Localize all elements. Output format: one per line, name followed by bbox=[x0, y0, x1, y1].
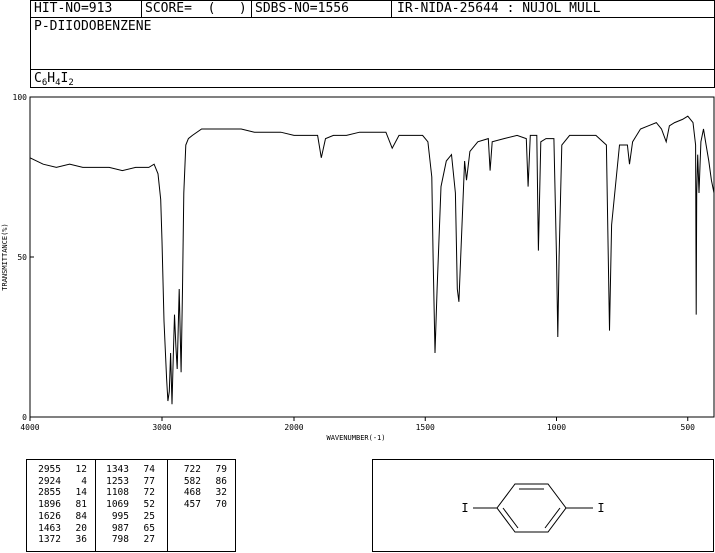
peak-row: 468 32 bbox=[169, 487, 227, 499]
peak-row: 1343 74 bbox=[97, 464, 155, 476]
x-tick-label: 500 bbox=[681, 423, 696, 432]
peak-column: 2955 12 2924 4 2855 14 1896 81 1626 84 1463 20 1372 3… bbox=[29, 464, 87, 546]
header-separator bbox=[141, 1, 142, 17]
y-axis-ticks: 0 50 100 bbox=[13, 93, 34, 422]
peak-transmittance: 36 bbox=[75, 534, 87, 546]
x-tick-label: 1000 bbox=[547, 423, 566, 432]
peak-wavenumber: 2855 bbox=[38, 487, 61, 499]
peak-wavenumber: 1626 bbox=[38, 510, 61, 522]
peak-transmittance: 27 bbox=[143, 534, 155, 546]
molecule-structure: I I bbox=[461, 483, 605, 533]
double-bond bbox=[544, 507, 561, 529]
y-axis-label: TRANSMITTANCE(%) bbox=[1, 223, 9, 290]
peak-row: 1626 84 bbox=[29, 511, 87, 523]
peak-transmittance: 32 bbox=[215, 487, 227, 499]
peak-wavenumber: 2924 bbox=[38, 475, 61, 487]
peak-table: 2955 12 2924 4 2855 14 1896 81 1626 84 1463 20 1372 3… bbox=[26, 459, 236, 552]
y-tick-label: 50 bbox=[17, 253, 27, 262]
peak-wavenumber: 582 bbox=[183, 475, 201, 487]
peak-wavenumber: 1372 bbox=[38, 534, 61, 546]
peak-transmittance: 79 bbox=[215, 464, 227, 475]
peak-wavenumber: 722 bbox=[183, 464, 201, 475]
iodine-atom-left: I bbox=[461, 501, 468, 515]
peak-row: 798 27 bbox=[97, 534, 155, 546]
peak-row: 1108 72 bbox=[97, 487, 155, 499]
peak-transmittance: 65 bbox=[143, 522, 155, 534]
hit-number: HIT-NO=913 bbox=[34, 1, 113, 16]
peak-transmittance: 20 bbox=[75, 522, 87, 534]
peak-wavenumber: 995 bbox=[111, 510, 129, 522]
peak-wavenumber: 1896 bbox=[38, 499, 61, 511]
y-tick-label: 100 bbox=[13, 93, 28, 102]
peak-row: 1253 77 bbox=[97, 476, 155, 488]
peak-column: 722 79 582 86 468 32 457 70 bbox=[169, 464, 227, 511]
peak-wavenumber: 1253 bbox=[106, 475, 129, 487]
header-separator bbox=[391, 1, 392, 17]
double-bond bbox=[502, 507, 519, 529]
compound-name: P-DIIODOBENZENE bbox=[34, 19, 152, 34]
peak-row: 1372 36 bbox=[29, 534, 87, 546]
x-tick-label: 4000 bbox=[20, 423, 39, 432]
peak-transmittance: 12 bbox=[75, 464, 87, 475]
x-tick-label: 2000 bbox=[284, 423, 303, 432]
peak-wavenumber: 2955 bbox=[38, 464, 61, 475]
peak-wavenumber: 1343 bbox=[106, 464, 129, 475]
ir-info: IR-NIDA-25644 : NUJOL MULL bbox=[397, 1, 601, 16]
peak-row: 995 25 bbox=[97, 511, 155, 523]
iodine-atom-right: I bbox=[597, 501, 604, 515]
peak-row: 2855 14 bbox=[29, 487, 87, 499]
peak-table-divider bbox=[95, 460, 96, 551]
x-axis-label: WAVENUMBER(-1) bbox=[326, 434, 385, 442]
molecular-formula: C6H4I2 bbox=[34, 71, 74, 88]
formula-box: C6H4I2 bbox=[30, 69, 715, 88]
peak-row: 1896 81 bbox=[29, 499, 87, 511]
peak-transmittance: 74 bbox=[143, 464, 155, 475]
peak-transmittance: 84 bbox=[75, 510, 87, 522]
peak-row: 987 65 bbox=[97, 523, 155, 535]
structure-box: I I bbox=[372, 459, 714, 552]
peak-row: 582 86 bbox=[169, 476, 227, 488]
ir-spectrum-chart: 0 50 100 4000 3000 2000 1500 1000 500 TRANSMITT… bbox=[1, 93, 715, 442]
x-axis-ticks: 4000 3000 2000 1500 1000 500 bbox=[20, 417, 695, 432]
peak-transmittance: 72 bbox=[143, 487, 155, 499]
peak-wavenumber: 1069 bbox=[106, 499, 129, 511]
peak-table-divider bbox=[167, 460, 168, 551]
peak-transmittance: 52 bbox=[143, 499, 155, 511]
peak-transmittance: 70 bbox=[215, 499, 227, 511]
spectrum-line bbox=[29, 115, 715, 405]
peak-wavenumber: 457 bbox=[183, 499, 201, 511]
peak-row: 2955 12 bbox=[29, 464, 87, 476]
peak-column: 1343 74 1253 77 1108 72 1069 52 995 25 987 65 798 27 bbox=[97, 464, 155, 546]
benzene-ring bbox=[496, 483, 567, 533]
peak-transmittance: 81 bbox=[75, 499, 87, 511]
x-tick-label: 3000 bbox=[152, 423, 171, 432]
peak-wavenumber: 1463 bbox=[38, 522, 61, 534]
peak-wavenumber: 987 bbox=[111, 522, 129, 534]
score: SCORE= ( ) bbox=[145, 1, 247, 16]
peak-transmittance: 14 bbox=[75, 487, 87, 499]
sdbs-number: SDBS-NO=1556 bbox=[255, 1, 349, 16]
peak-row: 457 70 bbox=[169, 499, 227, 511]
peak-transmittance: 25 bbox=[143, 510, 155, 522]
peak-row: 2924 4 bbox=[29, 476, 87, 488]
header-separator bbox=[251, 1, 252, 17]
peak-wavenumber: 798 bbox=[111, 534, 129, 546]
peak-transmittance: 77 bbox=[143, 475, 155, 487]
peak-wavenumber: 468 bbox=[183, 487, 201, 499]
peak-transmittance: 4 bbox=[81, 475, 87, 487]
peak-row: 722 79 bbox=[169, 464, 227, 476]
peak-row: 1069 52 bbox=[97, 499, 155, 511]
peak-transmittance: 86 bbox=[215, 475, 227, 487]
y-tick-label: 0 bbox=[22, 413, 27, 422]
peak-row: 1463 20 bbox=[29, 523, 87, 535]
x-tick-label: 1500 bbox=[416, 423, 435, 432]
peak-wavenumber: 1108 bbox=[106, 487, 129, 499]
